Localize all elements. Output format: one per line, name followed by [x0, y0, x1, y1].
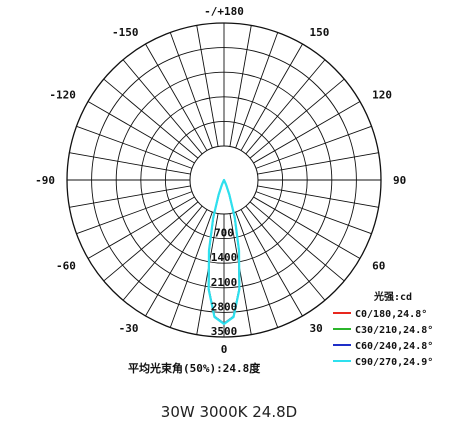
- radial-tick-label: 2800: [211, 300, 238, 313]
- grid-spoke: [235, 32, 279, 149]
- product-caption: 30W 3000K 24.8D: [160, 403, 298, 421]
- legend-label: C90/270,24.9°: [355, 357, 433, 368]
- grid-spoke: [255, 191, 372, 235]
- angle-tick-label: 0: [221, 343, 228, 356]
- grid-spoke: [196, 25, 219, 147]
- axis-labels: 700 1400 2100 2800 3500 0 30 -30 60 -60 90 -90 120 -1…: [35, 5, 406, 356]
- grid-spoke: [229, 213, 252, 335]
- angle-tick-label: 30: [310, 322, 323, 335]
- grid-spoke: [122, 59, 203, 155]
- beam-angle-note: 平均光束角(50%):24.8度: [128, 361, 261, 375]
- grid-spoke: [249, 201, 345, 282]
- angle-tick-label: -150: [112, 26, 139, 39]
- grid-spoke: [229, 25, 252, 147]
- grid-spoke: [122, 205, 203, 301]
- radial-tick-label: 700: [214, 227, 234, 240]
- angle-tick-label: -/+180: [204, 5, 244, 18]
- grid-spoke: [76, 125, 193, 169]
- grid-spoke: [253, 101, 361, 164]
- grid-spoke: [245, 59, 326, 155]
- grid-spoke: [169, 32, 213, 149]
- angle-tick-label: 60: [372, 260, 385, 273]
- grid-spoke: [145, 209, 208, 317]
- angle-tick-label: 150: [310, 26, 330, 39]
- series-curve: [207, 178, 241, 326]
- radial-tick-label: 1400: [211, 251, 238, 264]
- grid-spoke: [103, 201, 199, 282]
- grid-spoke: [69, 152, 191, 175]
- radial-tick-label: 3500: [211, 325, 238, 338]
- angle-tick-label: 90: [393, 174, 406, 187]
- grid-spoke: [240, 43, 303, 151]
- legend: 光强:cd C0/180,24.8° C30/210,24.8° C60/240,2…: [333, 290, 433, 368]
- legend-label: C30/210,24.8°: [355, 325, 433, 336]
- intensity-curves: [207, 178, 241, 326]
- grid-spoke: [87, 101, 195, 164]
- grid-spoke: [103, 78, 199, 159]
- grid-spoke: [249, 78, 345, 159]
- grid-spoke: [235, 211, 279, 328]
- grid-spoke: [145, 43, 208, 151]
- legend-title: 光强:cd: [373, 290, 412, 303]
- grid-spoke: [240, 209, 303, 317]
- polar-grid: [66, 22, 382, 338]
- radial-tick-label: 2100: [211, 276, 238, 289]
- grid-spoke: [87, 196, 195, 259]
- legend-label: C60/240,24.8°: [355, 341, 433, 352]
- grid-spoke: [257, 185, 379, 208]
- angle-tick-label: -90: [35, 174, 55, 187]
- grid-spoke: [169, 211, 213, 328]
- grid-spoke: [76, 191, 193, 235]
- angle-tick-label: 120: [372, 89, 392, 102]
- grid-spoke: [253, 196, 361, 259]
- grid-spoke: [196, 213, 219, 335]
- grid-spoke: [245, 205, 326, 301]
- grid-spoke: [257, 152, 379, 175]
- grid-spoke: [255, 125, 372, 169]
- angle-tick-label: -60: [56, 260, 76, 273]
- grid-spoke: [69, 185, 191, 208]
- angle-tick-label: -120: [49, 89, 76, 102]
- legend-label: C0/180,24.8°: [355, 309, 427, 320]
- angle-tick-label: -30: [119, 322, 139, 335]
